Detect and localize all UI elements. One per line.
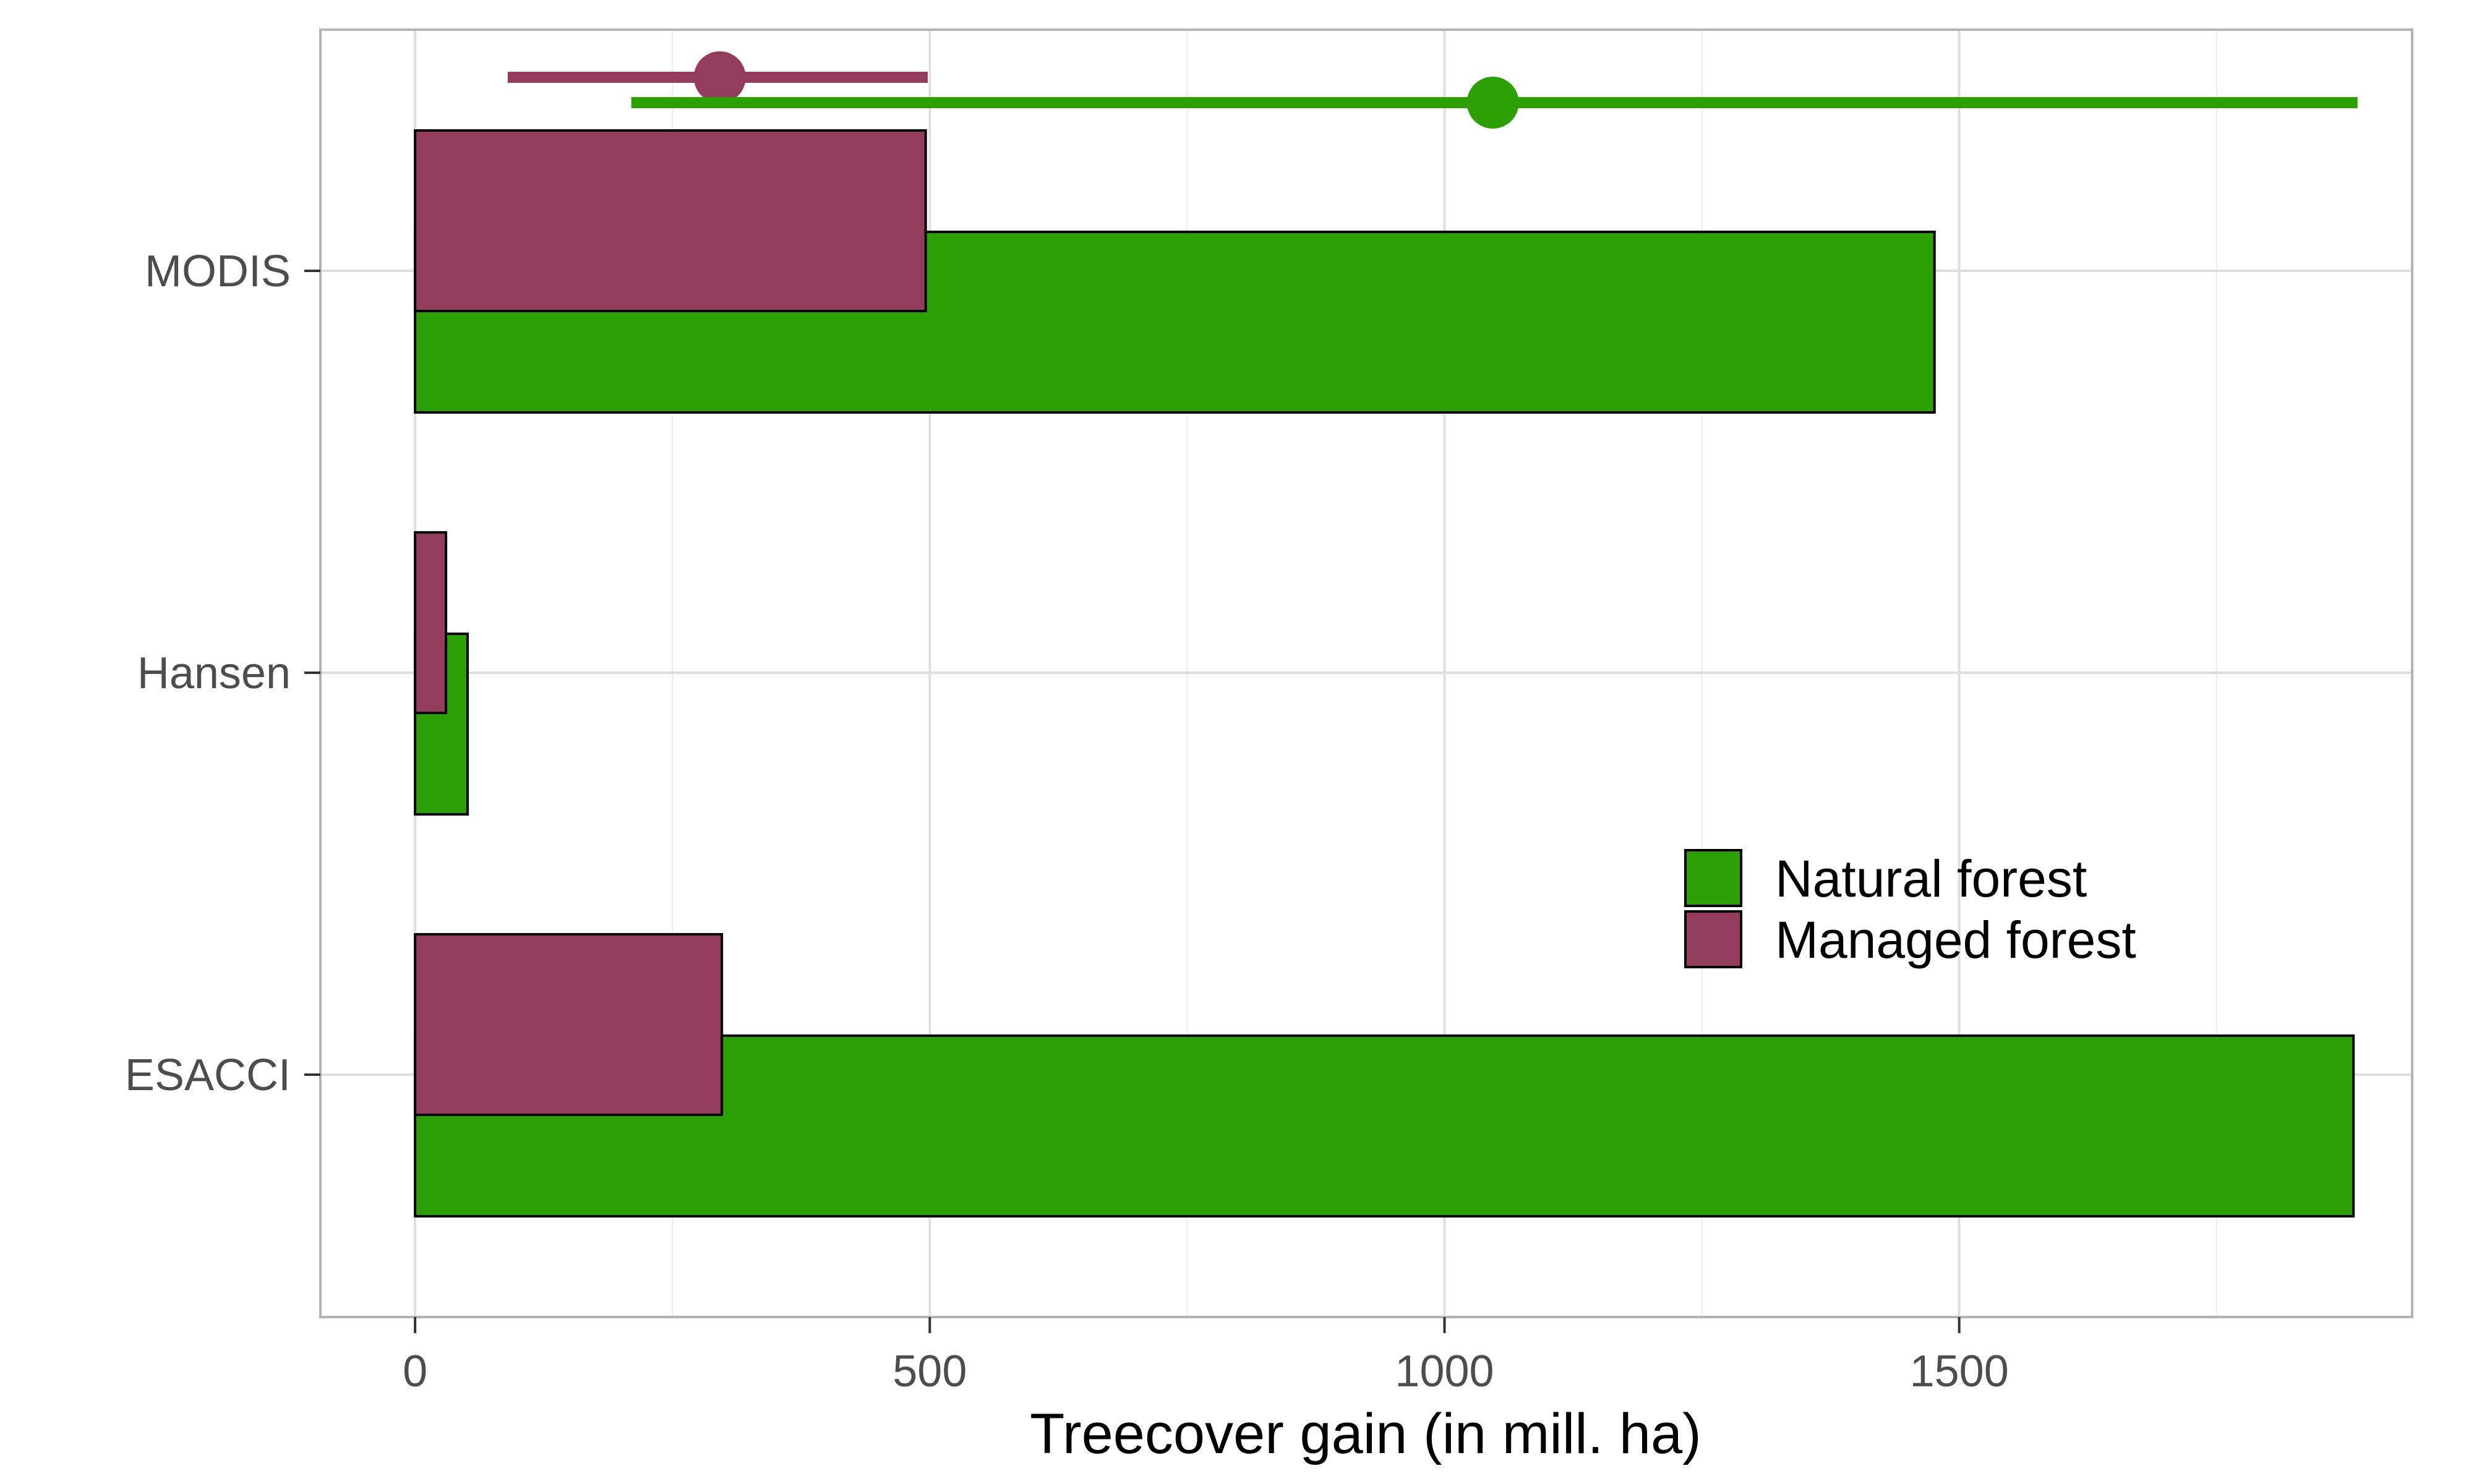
y-tick-label-modis: MODIS: [145, 247, 291, 296]
legend-label-natural-forest: Natural forest: [1775, 850, 2087, 908]
x-axis-title: Treecover gain (in mill. ha): [1030, 1402, 1701, 1465]
legend-key-managed-forest: [1684, 910, 1742, 968]
legend-key-natural-forest: [1684, 849, 1742, 907]
x-axis: 0 500 1000 1500: [403, 1317, 2009, 1396]
x-tick-label: 1000: [1395, 1347, 1494, 1396]
interval-point-natural-forest: [1466, 77, 1519, 129]
y-axis: ESACCI Hansen MODIS: [125, 247, 320, 1100]
bar-natural-esacci: [414, 1034, 2355, 1217]
x-tick-label: 1500: [1910, 1347, 2009, 1396]
interval-point-managed-forest: [693, 51, 746, 103]
bars: [414, 129, 2355, 1217]
x-tick-label: 0: [403, 1347, 427, 1396]
y-tick-label-hansen: Hansen: [137, 649, 291, 698]
y-tick-label-esacci: ESACCI: [125, 1051, 291, 1100]
bar-managed-esacci: [414, 933, 724, 1116]
bar-managed-modis: [414, 129, 927, 312]
intervals: [507, 51, 2358, 129]
bar-managed-hansen: [414, 531, 448, 714]
legend-label-managed-forest: Managed forest: [1775, 911, 2136, 969]
x-tick-label: 500: [892, 1347, 967, 1396]
